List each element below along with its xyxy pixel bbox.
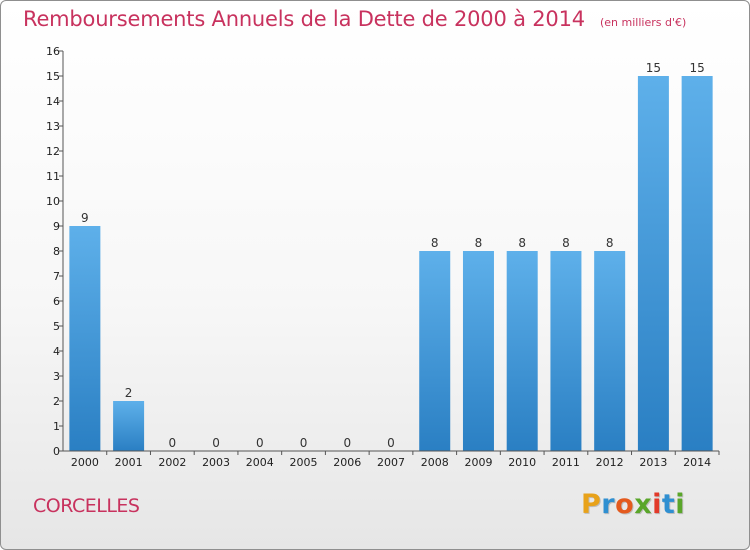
y-tick-label: 16 — [46, 45, 60, 58]
bar — [462, 251, 494, 451]
bar — [506, 251, 538, 451]
chart-unit: (en milliers d'€) — [600, 16, 687, 29]
y-tick-label: 9 — [53, 220, 60, 233]
y-tick-label: 3 — [53, 370, 60, 383]
bar-value-label: 8 — [475, 236, 483, 250]
bar-value-label: 8 — [518, 236, 526, 250]
brand-letter: t — [661, 489, 676, 520]
x-tick-label: 2012 — [596, 456, 624, 469]
x-tick-label: 2009 — [464, 456, 492, 469]
bar-value-label: 15 — [689, 61, 704, 75]
x-tick-label: 2010 — [508, 456, 536, 469]
y-tick-label: 4 — [53, 345, 60, 358]
y-tick-label: 14 — [46, 95, 60, 108]
bar — [419, 251, 451, 451]
bar-value-label: 8 — [562, 236, 570, 250]
bars: 9 2 0 0 0 0 0 0 8 8 8 8 8 15 15 — [69, 61, 713, 451]
bar-value-label: 0 — [300, 436, 308, 450]
bar — [594, 251, 626, 451]
y-tick-label: 6 — [53, 295, 60, 308]
y-tick-label: 2 — [53, 395, 60, 408]
bar-value-label: 2 — [125, 386, 133, 400]
bar-value-label: 15 — [646, 61, 661, 75]
x-tick-label: 2011 — [552, 456, 580, 469]
x-tick-label: 2003 — [202, 456, 230, 469]
x-tick-label: 2005 — [290, 456, 318, 469]
bar-value-label: 0 — [212, 436, 220, 450]
bar-value-label: 8 — [606, 236, 614, 250]
y-tick-label: 15 — [46, 70, 60, 83]
y-tick-label: 5 — [53, 320, 60, 333]
y-tick-label: 1 — [53, 420, 60, 433]
bar-value-label: 0 — [169, 436, 177, 450]
brand-letter: i — [675, 489, 686, 520]
y-tick-label: 12 — [46, 145, 60, 158]
bar-value-label: 8 — [431, 236, 439, 250]
x-tick-label: 2008 — [421, 456, 449, 469]
x-axis: 2000 2001 2002 2003 2004 2005 2006 2007 2008 2009… — [63, 450, 720, 469]
chart-title: Remboursements Annuels de la Dette de 20… — [23, 7, 585, 31]
title-row: Remboursements Annuels de la Dette de 20… — [23, 7, 686, 31]
commune-name: CORCELLES — [33, 495, 140, 517]
x-tick-label: 2002 — [158, 456, 186, 469]
bar — [69, 226, 101, 451]
x-tick-label: 2006 — [333, 456, 361, 469]
y-tick-label: 13 — [46, 120, 60, 133]
y-tick-label: 0 — [53, 445, 60, 458]
x-tick-label: 2000 — [71, 456, 99, 469]
bar-value-label: 0 — [343, 436, 351, 450]
bar — [113, 401, 145, 451]
y-tick-label: 7 — [53, 270, 60, 283]
brand-logo[interactable]: Proxiti — [581, 489, 685, 520]
bar — [550, 251, 582, 451]
x-tick-label: 2001 — [115, 456, 143, 469]
x-tick-label: 2014 — [683, 456, 711, 469]
x-tick-label: 2013 — [639, 456, 667, 469]
bar-value-label: 0 — [256, 436, 264, 450]
bar-value-label: 9 — [81, 211, 89, 225]
y-tick-label: 8 — [53, 245, 60, 258]
brand-letter: i — [652, 489, 662, 520]
brand-letter: x — [634, 489, 653, 520]
brand-letter: P — [581, 489, 602, 520]
x-tick-label: 2007 — [377, 456, 405, 469]
bar — [637, 76, 669, 451]
y-tick-label: 10 — [46, 195, 60, 208]
brand-letter: r — [601, 489, 616, 520]
y-tick-label: 11 — [46, 170, 60, 183]
bar-value-label: 0 — [387, 436, 395, 450]
bar — [681, 76, 713, 451]
x-tick-label: 2004 — [246, 456, 274, 469]
brand-letter: o — [615, 489, 635, 520]
